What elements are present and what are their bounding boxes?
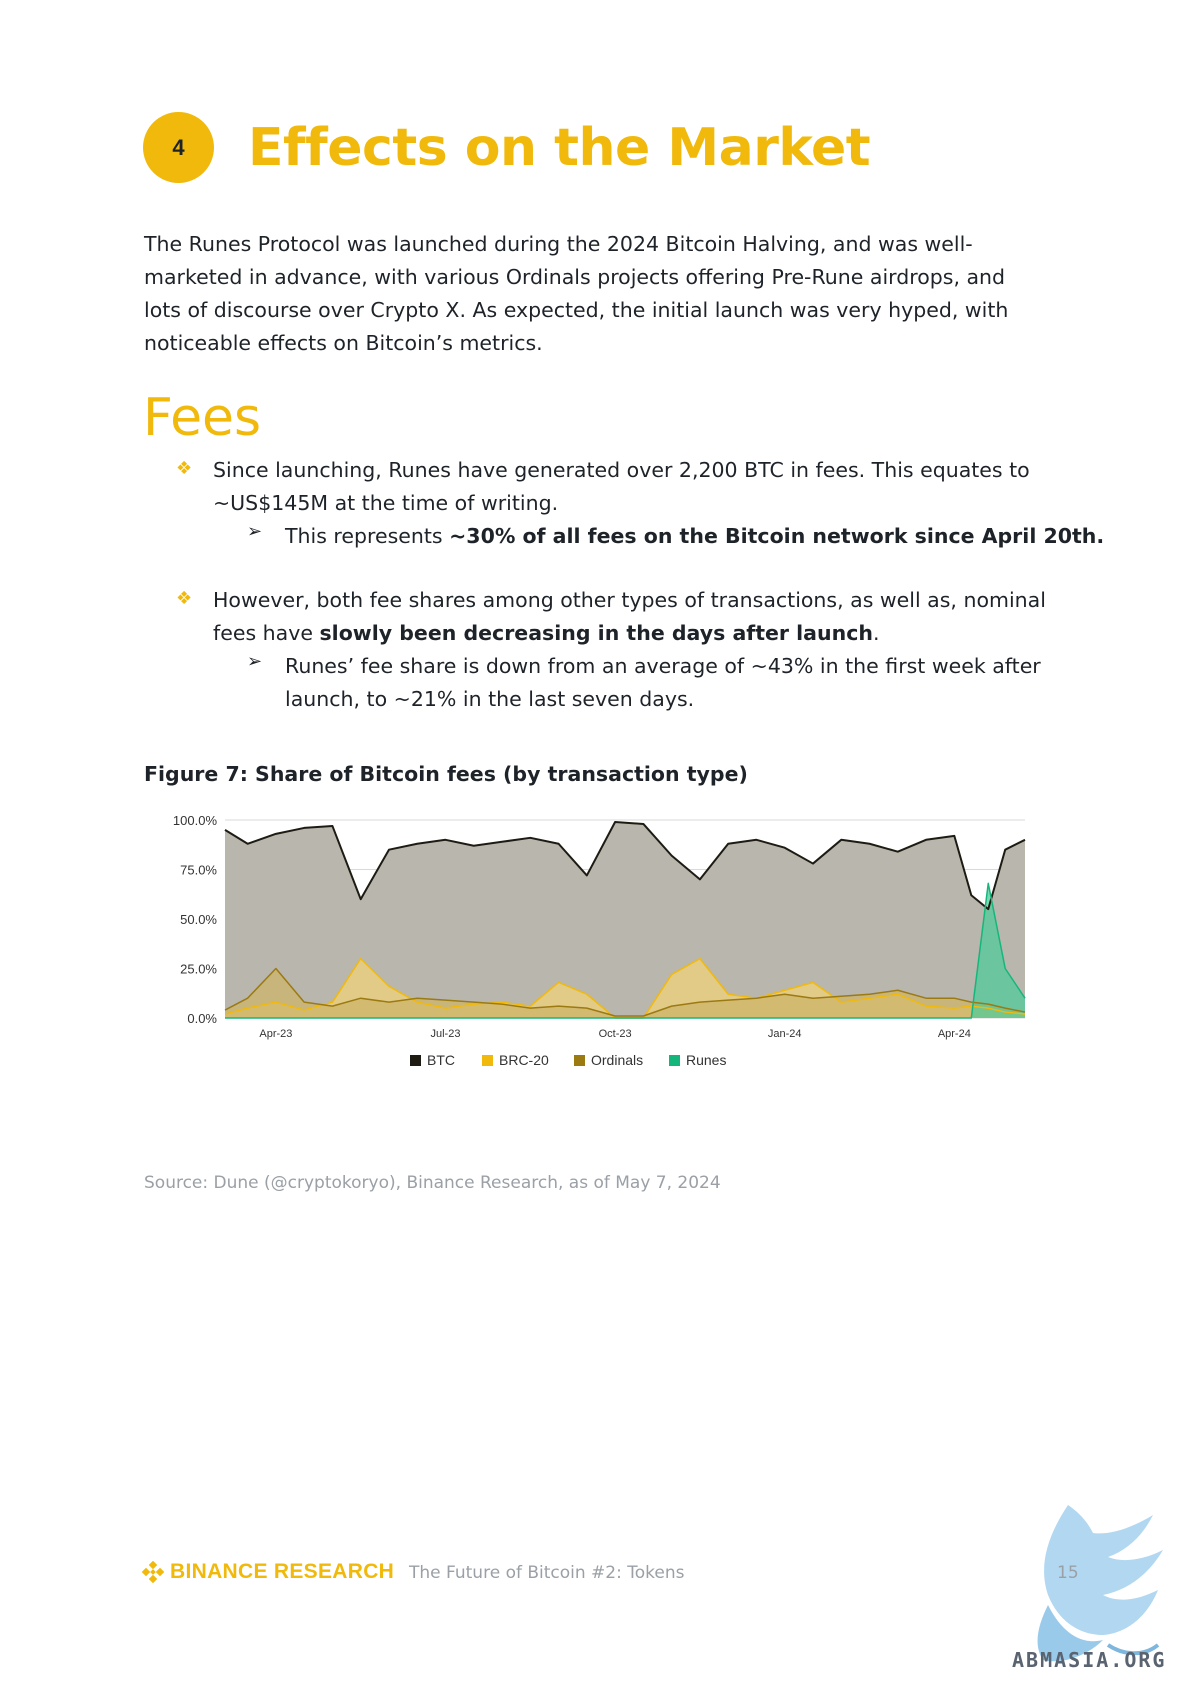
x-tick-label: Oct-23 (599, 1028, 632, 1040)
footer-brand-text: BINANCE RESEARCH (170, 1560, 395, 1583)
figure-source: Source: Dune (@cryptokoryo), Binance Res… (144, 1173, 721, 1193)
diamond-bullet-icon: ❖ (176, 458, 193, 479)
sub-bullet-1-bold: ~30% of all fees on the Bitcoin network … (449, 524, 1105, 548)
sub-bullet-2-line-2: launch, to ~21% in the last seven days. (285, 687, 695, 711)
page-number: 15 (1057, 1563, 1079, 1583)
legend-swatch (410, 1055, 421, 1066)
legend-label: BTC (427, 1052, 455, 1068)
legend-label: Ordinals (591, 1052, 643, 1068)
legend-label: Runes (686, 1052, 726, 1068)
bullet-2-prefix: fees have (213, 621, 320, 645)
arrow-bullet-icon: ➢ (247, 521, 263, 542)
sub-bullet-2-line-1: Runes’ fee share is down from an average… (285, 654, 1041, 678)
fees-heading: Fees (143, 388, 262, 448)
legend-swatch (574, 1055, 585, 1066)
bullet-2-suffix: . (872, 621, 880, 645)
bullet-1-line-1: Since launching, Runes have generated ov… (213, 458, 1030, 482)
section-title: Effects on the Market (248, 117, 871, 178)
bullet-2-line-1: However, both fee shares among other typ… (213, 588, 1046, 612)
fee-share-chart: 0.0% 25.0% 50.0% 75.0% 100.0% Apr-23 Jul-23 Oc… (173, 813, 1026, 1068)
y-axis-ticks: 0.0% 25.0% 50.0% 75.0% 100.0% (173, 813, 218, 1026)
line-runes (225, 882, 1026, 1019)
sub-bullet-1-prefix: This represents (285, 524, 450, 548)
chart-lines (224, 820, 1026, 1019)
legend-swatch (669, 1055, 680, 1066)
bullet-1-line-2: ~US$145M at the time of writing. (213, 491, 559, 515)
section-header: 4 Effects on the Market (143, 112, 871, 183)
x-tick-label: Jul-23 (431, 1028, 461, 1040)
area-btc (225, 821, 1025, 1018)
sub-bullet-1: This represents ~30% of all fees on the … (285, 520, 1104, 553)
arrow-bullet-icon: ➢ (247, 651, 263, 672)
bullet-2-line-2: fees have slowly been decreasing in the … (213, 617, 879, 650)
y-tick-label: 0.0% (187, 1011, 217, 1026)
y-tick-label: 100.0% (173, 813, 218, 828)
y-tick-label: 25.0% (180, 962, 217, 977)
x-axis-ticks: Apr-23 Jul-23 Oct-23 Jan-24 Apr-24 (259, 1028, 970, 1040)
griffin-watermark-icon (1037, 1505, 1163, 1662)
line-ordinals (224, 967, 1026, 1017)
watermark-text: ABMASIA.ORG (1012, 1648, 1167, 1672)
figure-caption: Figure 7: Share of Bitcoin fees (by tran… (144, 762, 748, 786)
section-number-badge: 4 (143, 112, 214, 183)
chart-legend: BTC BRC-20 Ordinals Runes (410, 1052, 726, 1068)
x-tick-label: Apr-24 (938, 1028, 971, 1040)
legend-swatch (482, 1055, 493, 1066)
footer-document-title: The Future of Bitcoin #2: Tokens (409, 1563, 685, 1583)
binance-research-logo: BINANCE RESEARCH (142, 1560, 394, 1584)
legend-label: BRC-20 (499, 1052, 549, 1068)
x-tick-label: Apr-23 (259, 1028, 292, 1040)
bullet-2-bold: slowly been decreasing in the days after… (319, 621, 873, 645)
y-tick-label: 75.0% (180, 863, 217, 878)
y-tick-label: 50.0% (180, 912, 217, 927)
area-ordinals (225, 968, 1025, 1018)
line-btc (224, 820, 1026, 911)
intro-paragraph: The Runes Protocol was launched during t… (144, 232, 1009, 355)
x-tick-label: Jan-24 (768, 1028, 802, 1040)
binance-logo-icon (142, 1561, 164, 1583)
diamond-bullet-icon: ❖ (176, 588, 193, 609)
chart-areas (225, 821, 1025, 1018)
